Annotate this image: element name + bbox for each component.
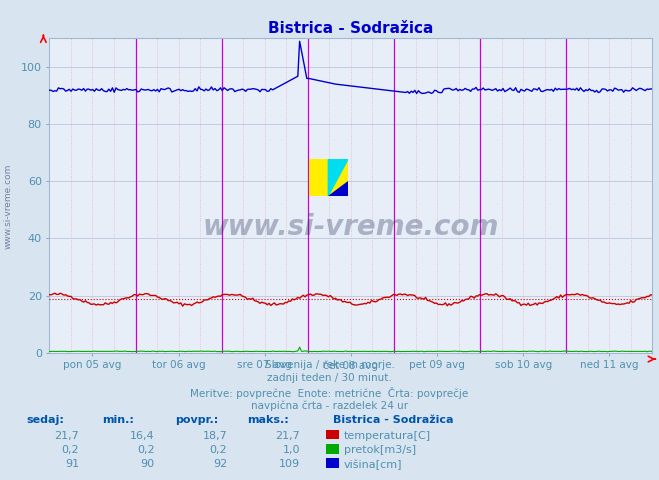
Text: pretok[m3/s]: pretok[m3/s] <box>344 445 416 455</box>
Text: 92: 92 <box>213 459 227 469</box>
Text: povpr.:: povpr.: <box>175 415 218 425</box>
Text: Slovenija / reke in morje.: Slovenija / reke in morje. <box>264 360 395 370</box>
Text: 1,0: 1,0 <box>282 445 300 455</box>
Polygon shape <box>328 159 348 196</box>
Polygon shape <box>328 181 348 196</box>
Text: Meritve: povprečne  Enote: metrične  Črta: povprečje: Meritve: povprečne Enote: metrične Črta:… <box>190 387 469 399</box>
Text: Bistrica - Sodražica: Bistrica - Sodražica <box>333 415 453 425</box>
Text: zadnji teden / 30 minut.: zadnji teden / 30 minut. <box>267 373 392 384</box>
Text: 0,2: 0,2 <box>137 445 155 455</box>
Text: navpična črta - razdelek 24 ur: navpična črta - razdelek 24 ur <box>251 400 408 411</box>
Text: maks.:: maks.: <box>247 415 289 425</box>
Text: www.si-vreme.com: www.si-vreme.com <box>4 164 13 249</box>
Text: 109: 109 <box>279 459 300 469</box>
Text: 18,7: 18,7 <box>202 431 227 441</box>
Text: min.:: min.: <box>102 415 134 425</box>
Text: 0,2: 0,2 <box>210 445 227 455</box>
Text: sedaj:: sedaj: <box>26 415 64 425</box>
Text: višina[cm]: višina[cm] <box>344 459 403 470</box>
Title: Bistrica - Sodražica: Bistrica - Sodražica <box>268 21 434 36</box>
Text: 90: 90 <box>141 459 155 469</box>
Text: 91: 91 <box>65 459 79 469</box>
Text: www.si-vreme.com: www.si-vreme.com <box>203 213 499 241</box>
Text: 21,7: 21,7 <box>54 431 79 441</box>
Text: 21,7: 21,7 <box>275 431 300 441</box>
Text: 16,4: 16,4 <box>130 431 155 441</box>
Text: 0,2: 0,2 <box>61 445 79 455</box>
Text: temperatura[C]: temperatura[C] <box>344 431 431 441</box>
